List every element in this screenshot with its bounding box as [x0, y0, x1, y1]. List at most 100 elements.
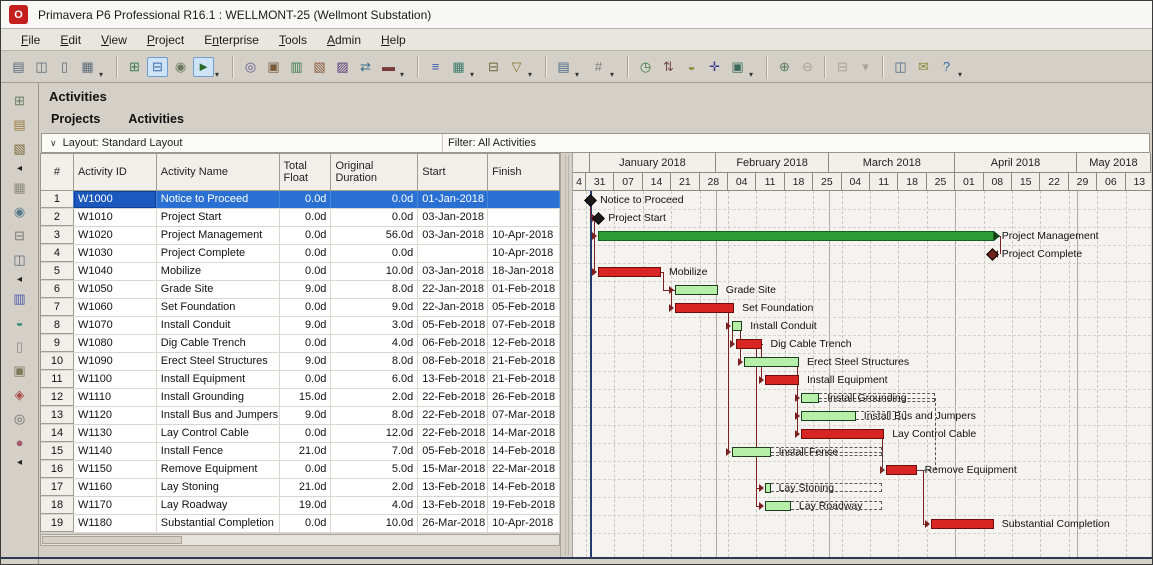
print-preview-icon[interactable]: ◫ — [35, 58, 48, 74]
dropdown-arrow-icon[interactable]: ▾ — [470, 70, 475, 79]
cell-name[interactable]: Install Equipment — [157, 371, 280, 388]
cell-start[interactable] — [418, 245, 489, 262]
issues-icon[interactable]: ◎ — [13, 410, 26, 426]
cell-name[interactable]: Substantial Completion — [157, 515, 280, 532]
dropdown-arrow-icon[interactable]: ▾ — [610, 70, 615, 79]
cell-id[interactable]: W1100 — [74, 371, 157, 388]
cell-dur[interactable]: 8.0d — [331, 353, 419, 370]
collapse-left-icon[interactable]: ◂ — [16, 162, 23, 174]
cell-float[interactable]: 0.0d — [280, 515, 332, 532]
cell-num[interactable]: 14 — [41, 425, 74, 442]
cell-dur[interactable]: 0.0d — [331, 191, 419, 208]
cell-dur[interactable]: 56.0d — [331, 227, 419, 244]
table-row[interactable]: 13 W1120 Install Bus and Jumpers 9.0d 8.0d 22… — [41, 407, 560, 425]
cell-id[interactable]: W1000 — [73, 191, 157, 208]
column-header-finish[interactable]: Finish — [488, 154, 560, 190]
table-row[interactable]: 11 W1100 Install Equipment 0.0d 6.0d 13-Feb-2… — [41, 371, 560, 389]
table-row[interactable]: 14 W1130 Lay Control Cable 0.0d 12.0d 22-Feb-… — [41, 425, 560, 443]
chevron-down-icon[interactable]: ∨ — [50, 137, 57, 148]
cell-start[interactable]: 22-Feb-2018 — [418, 407, 489, 424]
cell-finish[interactable]: 10-Apr-2018 — [488, 245, 560, 262]
table-row[interactable]: 5 W1040 Mobilize 0.0d 10.0d 03-Jan-2018 18-Jan… — [41, 263, 560, 281]
table-row[interactable]: 2 W1010 Project Start 0.0d 0.0d 03-Jan-2018 — [41, 209, 560, 227]
schedule-icon[interactable]: ◷ — [639, 58, 652, 74]
cell-finish[interactable]: 18-Jan-2018 — [488, 263, 560, 280]
resources-icon[interactable]: ◉ — [13, 203, 26, 219]
table-row[interactable]: 17 W1160 Lay Stoning 21.0d 2.0d 13-Feb-2018 14… — [41, 479, 560, 497]
cell-id[interactable]: W1120 — [74, 407, 157, 424]
documents-icon[interactable]: ▯ — [15, 338, 24, 354]
cell-float[interactable]: 0.0d — [280, 299, 332, 316]
tab-projects[interactable]: Projects — [51, 112, 101, 126]
cell-dur[interactable]: 0.0d — [331, 245, 419, 262]
cell-finish[interactable]: 22-Mar-2018 — [488, 461, 560, 478]
gantt-bar[interactable] — [886, 465, 917, 475]
select-tool-icon[interactable]: ► — [193, 56, 214, 77]
cell-id[interactable]: W1040 — [74, 263, 157, 280]
resources-icon[interactable]: ▧ — [313, 58, 326, 74]
cell-finish[interactable]: 14-Feb-2018 — [488, 443, 560, 460]
cell-dur[interactable]: 8.0d — [331, 407, 419, 424]
column-header-num[interactable]: # — [41, 154, 74, 190]
cell-start[interactable]: 03-Jan-2018 — [418, 227, 489, 244]
line-numbers-icon[interactable]: # — [594, 59, 603, 74]
cell-name[interactable]: Erect Steel Structures — [157, 353, 280, 370]
page-setup-icon[interactable]: ▯ — [60, 58, 69, 74]
cell-dur[interactable]: 8.0d — [331, 281, 419, 298]
cell-name[interactable]: Lay Control Cable — [157, 425, 280, 442]
row-height-icon[interactable]: ⊟ — [488, 58, 499, 74]
cell-start[interactable]: 22-Jan-2018 — [418, 281, 489, 298]
collapse-left-icon[interactable]: ◂ — [16, 456, 23, 468]
new-project-icon[interactable]: ⊞ — [14, 92, 25, 108]
cell-id[interactable]: W1090 — [74, 353, 157, 370]
cell-name[interactable]: Notice to Proceed — [156, 191, 280, 208]
cell-dur[interactable]: 4.0d — [331, 497, 419, 514]
gantt-bar[interactable] — [801, 429, 885, 439]
notebook-icon[interactable]: ✉ — [918, 58, 929, 74]
cell-start[interactable]: 26-Mar-2018 — [418, 515, 489, 532]
table-row[interactable]: 8 W1070 Install Conduit 9.0d 3.0d 05-Feb-2018… — [41, 317, 560, 335]
help-icon[interactable]: ? — [942, 59, 951, 74]
cell-name[interactable]: Remove Equipment — [157, 461, 280, 478]
cell-float[interactable]: 0.0d — [280, 461, 332, 478]
cell-num[interactable]: 7 — [41, 299, 74, 316]
gantt-bar[interactable] — [732, 321, 743, 331]
cell-id[interactable]: W1060 — [74, 299, 157, 316]
cell-name[interactable]: Install Grounding — [157, 389, 280, 406]
cell-float[interactable]: 21.0d — [280, 479, 332, 496]
menu-item-edit[interactable]: Edit — [60, 32, 82, 47]
zoom-in-icon[interactable]: ⊕ — [779, 58, 790, 74]
cell-dur[interactable]: 2.0d — [331, 389, 419, 406]
cell-num[interactable]: 11 — [41, 371, 74, 388]
table-view-icon[interactable]: ⊞ — [129, 58, 140, 74]
cell-num[interactable]: 9 — [41, 335, 74, 352]
table-row[interactable]: 16 W1150 Remove Equipment 0.0d 5.0d 15-Mar-20… — [41, 461, 560, 479]
gantt-bar[interactable] — [598, 267, 661, 277]
level-resources-icon[interactable]: ⇅ — [663, 58, 674, 74]
cell-dur[interactable]: 7.0d — [331, 443, 419, 460]
group-sort-icon[interactable]: ▤ — [557, 58, 570, 74]
cell-id[interactable]: W1170 — [74, 497, 157, 514]
update-progress-icon[interactable]: ▣ — [731, 58, 744, 74]
columns-setup-icon[interactable]: ▣ — [267, 58, 280, 74]
column-header-dur[interactable]: Original Duration — [331, 154, 419, 190]
gantt-bar[interactable] — [801, 411, 856, 421]
activities-view-icon[interactable]: ◫ — [13, 251, 26, 267]
cell-finish[interactable]: 14-Feb-2018 — [488, 479, 560, 496]
cell-num[interactable]: 18 — [41, 497, 74, 514]
layout-bars-icon[interactable]: ≡ — [431, 59, 440, 74]
cell-dur[interactable]: 6.0d — [331, 371, 419, 388]
cell-start[interactable]: 22-Jan-2018 — [418, 299, 489, 316]
table-row[interactable]: 4 W1030 Project Complete 0.0d 0.0d 10-Apr-201… — [41, 245, 560, 263]
table-row[interactable]: 12 W1110 Install Grounding 15.0d 2.0d 22-Feb-… — [41, 389, 560, 407]
cell-dur[interactable]: 10.0d — [331, 515, 419, 532]
cell-name[interactable]: Install Fence — [157, 443, 280, 460]
menu-item-view[interactable]: View — [101, 32, 127, 47]
cell-finish[interactable]: 07-Mar-2018 — [488, 407, 560, 424]
gantt-options-icon[interactable]: ▬ — [382, 59, 395, 74]
dropdown-arrow-icon[interactable]: ▾ — [99, 70, 104, 79]
pane-splitter[interactable] — [560, 153, 573, 557]
cell-name[interactable]: Dig Cable Trench — [157, 335, 280, 352]
cell-name[interactable]: Grade Site — [157, 281, 280, 298]
cell-float[interactable]: 21.0d — [280, 443, 332, 460]
